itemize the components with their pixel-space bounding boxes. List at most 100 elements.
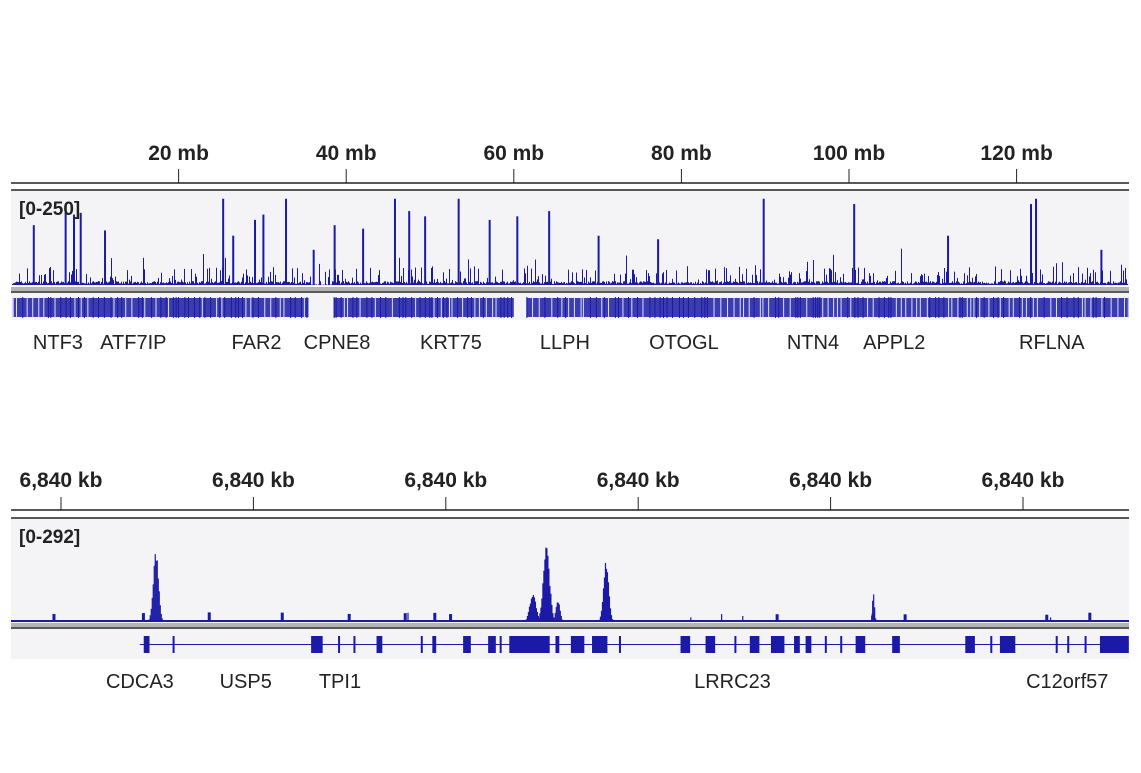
coverage-bar xyxy=(569,283,570,285)
coverage-bar xyxy=(760,269,761,285)
coverage-bar xyxy=(1045,615,1048,622)
gene-feature xyxy=(622,297,623,318)
gene-feature xyxy=(813,297,814,318)
coverage-bar xyxy=(439,283,440,285)
gene-label-ntf3[interactable]: NTF3 xyxy=(33,332,83,354)
gene-feature xyxy=(156,297,157,318)
coverage-bar xyxy=(780,277,781,285)
gene-label-krt75[interactable]: KRT75 xyxy=(420,332,482,354)
coverage-bar xyxy=(971,282,972,285)
coverage-bar xyxy=(385,281,386,285)
coverage-bar xyxy=(304,280,305,285)
coverage-bar xyxy=(1082,274,1083,285)
coverage-bar xyxy=(288,282,289,285)
gene-label-lrrc23[interactable]: LRRC23 xyxy=(694,671,771,693)
gene-feature xyxy=(1101,297,1102,318)
coverage-bar xyxy=(393,283,394,285)
coverage-bar xyxy=(1114,283,1115,285)
gene-label-tpi1[interactable]: TPI1 xyxy=(319,671,361,693)
gene-label-otogl[interactable]: OTOGL xyxy=(649,332,719,354)
gene-label-far2[interactable]: FAR2 xyxy=(232,332,282,354)
coverage-bar xyxy=(318,284,319,285)
coverage-bar xyxy=(1061,283,1062,285)
gene-label-cdca3[interactable]: CDCA3 xyxy=(106,671,174,693)
gene-feature xyxy=(425,297,426,318)
coverage-bar xyxy=(1070,276,1071,285)
coverage-bar xyxy=(625,274,626,285)
coverage-bar xyxy=(1032,273,1033,285)
gene-label-cpne8[interactable]: CPNE8 xyxy=(304,332,371,354)
coverage-bar xyxy=(26,283,27,285)
gene-feature xyxy=(199,297,200,318)
coverage-bar xyxy=(955,283,956,285)
gene-label-appl2[interactable]: APPL2 xyxy=(863,332,925,354)
coverage-bar xyxy=(384,281,385,285)
gene-label-llph[interactable]: LLPH xyxy=(540,332,590,354)
coverage-bar xyxy=(730,275,731,285)
coverage-bar xyxy=(434,279,435,285)
coverage-bar xyxy=(670,283,671,285)
coverage-bar xyxy=(891,283,892,285)
coverage-bar xyxy=(505,284,506,285)
coverage-bar xyxy=(825,282,826,285)
coverage-bar xyxy=(811,282,812,285)
coverage-bar xyxy=(909,283,910,285)
coverage-bar xyxy=(502,270,503,285)
coverage-bar xyxy=(256,283,257,285)
coverage-bar xyxy=(956,281,957,285)
coverage-bar xyxy=(403,268,404,285)
coverage-bar xyxy=(607,284,608,285)
coverage-bar xyxy=(54,282,55,285)
coverage-bar xyxy=(629,282,630,285)
coverage-bar xyxy=(818,281,819,285)
coverage-bar xyxy=(1062,262,1063,285)
exon xyxy=(681,636,691,653)
coverage-bar xyxy=(412,277,413,285)
coverage-bar xyxy=(301,284,302,285)
gene-feature xyxy=(176,297,177,318)
coverage-bar xyxy=(294,278,295,285)
coverage-bar xyxy=(592,281,593,285)
coverage-bar xyxy=(655,284,656,285)
coverage-bar xyxy=(537,279,538,285)
coverage-bar xyxy=(848,282,849,285)
coverage-bar xyxy=(1020,269,1021,285)
coverage-bar xyxy=(25,282,26,285)
gene-feature xyxy=(245,297,246,318)
coverage-bar xyxy=(523,282,524,285)
gene-feature xyxy=(290,297,291,318)
gene-feature xyxy=(270,297,271,318)
coverage-bar xyxy=(418,280,419,285)
coverage-bar xyxy=(738,283,739,285)
coverage-bar xyxy=(1039,282,1040,285)
coverage-bar xyxy=(570,282,571,285)
coverage-bar xyxy=(1054,283,1055,285)
gene-label-ntn4[interactable]: NTN4 xyxy=(787,332,839,354)
gene-feature xyxy=(581,297,582,318)
gene-label-rflna[interactable]: RFLNA xyxy=(1019,332,1085,354)
coverage-bar xyxy=(379,270,380,285)
coverage-peak xyxy=(73,215,75,285)
exon xyxy=(1100,636,1129,653)
coverage-bar xyxy=(844,282,845,285)
coverage-bar xyxy=(229,276,230,285)
coverage-bar xyxy=(353,283,354,285)
coverage-bar xyxy=(485,284,486,285)
coverage-bar xyxy=(413,283,414,285)
gene-feature xyxy=(743,297,744,318)
coverage-bar xyxy=(205,283,206,285)
coverage-bar xyxy=(52,614,55,622)
coverage-bar xyxy=(540,283,541,285)
gene-label-usp5[interactable]: USP5 xyxy=(220,671,272,693)
coverage-bar xyxy=(559,283,560,285)
coverage-bar xyxy=(214,282,215,285)
gene-label-atf7ip[interactable]: ATF7IP xyxy=(100,332,166,354)
coverage-bar xyxy=(237,282,238,285)
ruler-tick-label: 20 mb xyxy=(148,142,209,165)
gene-feature xyxy=(188,297,189,318)
coverage-bar xyxy=(377,282,378,285)
coverage-peak xyxy=(334,225,336,285)
gene-label-c12orf57[interactable]: C12orf57 xyxy=(1026,671,1108,693)
coverage-bar xyxy=(919,283,920,285)
coverage-bar xyxy=(346,282,347,285)
